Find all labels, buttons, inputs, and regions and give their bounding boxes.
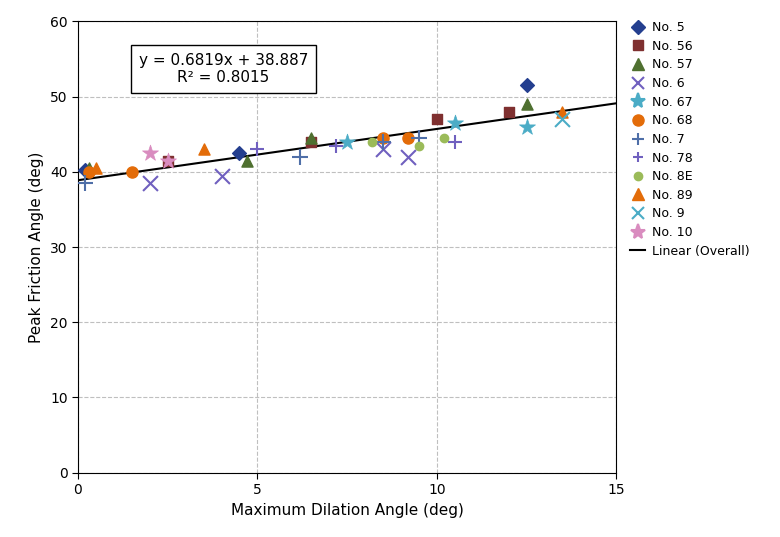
Point [431, 115, 443, 124]
Point [90, 164, 102, 172]
Point [448, 119, 461, 127]
Point [144, 149, 156, 157]
Point [233, 149, 246, 157]
Point [215, 171, 228, 180]
Point [520, 81, 533, 90]
Point [161, 156, 174, 165]
Point [556, 115, 569, 124]
Point [330, 141, 342, 150]
Point [438, 134, 450, 142]
Point [83, 164, 95, 172]
Point [502, 107, 515, 116]
Point [251, 145, 264, 154]
Point [413, 141, 425, 150]
X-axis label: Maximum Dilation Angle (deg): Maximum Dilation Angle (deg) [231, 503, 463, 518]
Point [402, 153, 414, 161]
Point [161, 156, 174, 165]
Point [366, 137, 378, 146]
Point [402, 134, 414, 142]
Text: y = 0.6819x + 38.887
R² = 0.8015: y = 0.6819x + 38.887 R² = 0.8015 [139, 53, 308, 85]
Point [79, 179, 91, 187]
Y-axis label: Peak Friction Angle (deg): Peak Friction Angle (deg) [30, 151, 44, 343]
Point [197, 145, 210, 154]
Point [305, 134, 317, 142]
Point [144, 179, 156, 187]
Point [556, 107, 569, 116]
Point [83, 168, 95, 176]
Point [377, 145, 389, 154]
Point [520, 122, 533, 131]
Point [294, 153, 307, 161]
Point [448, 137, 461, 146]
Point [341, 137, 353, 146]
Point [520, 100, 533, 108]
Point [413, 134, 425, 142]
Legend: No. 5, No. 56, No. 57, No. 6, No. 67, No. 68, No. 7, No. 78, No. 8E, No. 89, No.: No. 5, No. 56, No. 57, No. 6, No. 67, No… [628, 19, 752, 260]
Point [240, 156, 253, 165]
Point [305, 137, 317, 146]
Point [126, 168, 138, 176]
Point [377, 137, 389, 146]
Point [377, 134, 389, 142]
Point [79, 165, 91, 174]
